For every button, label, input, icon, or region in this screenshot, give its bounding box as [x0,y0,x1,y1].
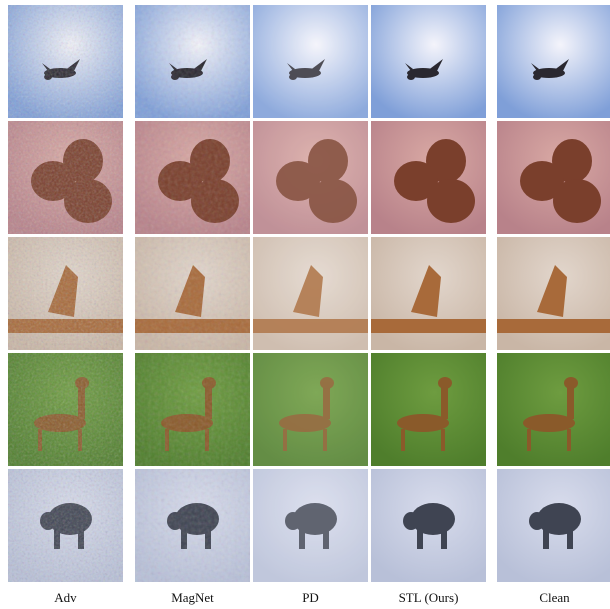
adversarial-noise-overlay [8,237,123,350]
image-deer-in-grass-clean-ish [371,353,486,466]
adversarial-noise-overlay [8,5,123,118]
adversarial-noise-overlay [135,237,250,350]
bird-on-rocks-silhouette [253,265,368,333]
image-deer-in-grass-smooth [253,353,368,466]
plane-in-sky-silhouette [531,59,569,80]
image-background [371,353,486,466]
adversarial-noise-overlay [8,121,123,234]
image-dogs-noisy-mild [135,121,250,234]
image-deer-in-grass-noisy-mild [135,353,250,466]
plane-in-sky-silhouette [405,59,443,80]
animal-in-snow-silhouette [529,503,581,549]
dogs-silhouette [394,139,475,223]
image-deer-in-grass-noisy [8,353,123,466]
image-bird-on-rocks-clean [497,237,610,350]
bird-on-rocks-silhouette [497,265,610,333]
dogs-silhouette [520,139,601,223]
deer-in-grass-silhouette [523,377,578,451]
image-plane-in-sky-smooth [253,5,368,118]
column-label: STL (Ours) [398,590,459,605]
smoothing-haze [253,469,368,582]
column-label: Clean [539,590,570,605]
column-label: Adv [54,590,77,605]
bird-on-rocks-silhouette [371,265,486,333]
image-plane-in-sky-clean [497,5,610,118]
smoothing-haze [253,121,368,234]
image-background [253,5,368,118]
image-dogs-noisy [8,121,123,234]
deer-in-grass-silhouette [397,377,452,451]
image-dogs-clean-ish [371,121,486,234]
adversarial-noise-overlay [135,121,250,234]
image-dogs-clean [497,121,610,234]
smoothing-haze [253,353,368,466]
image-background [371,5,486,118]
image-deer-in-grass-clean [497,353,610,466]
column-label: PD [302,590,319,605]
image-plane-in-sky-noisy [8,5,123,118]
column-label: MagNet [171,590,214,605]
image-animal-in-snow-noisy [8,469,123,582]
image-animal-in-snow-clean [497,469,610,582]
plane-in-sky-silhouette [287,59,325,80]
image-animal-in-snow-smooth [253,469,368,582]
image-background [253,353,368,466]
smoothing-haze [253,5,368,118]
dogs-silhouette [276,139,357,223]
adversarial-noise-overlay [135,353,250,466]
adversarial-noise-overlay [135,469,250,582]
image-plane-in-sky-noisy-mild [135,5,250,118]
image-background [497,5,610,118]
adversarial-noise-overlay [135,5,250,118]
image-bird-on-rocks-noisy [8,237,123,350]
image-bird-on-rocks-clean-ish [371,237,486,350]
image-bird-on-rocks-noisy-mild [135,237,250,350]
image-background [497,353,610,466]
image-dogs-smooth [253,121,368,234]
image-animal-in-snow-clean-ish [371,469,486,582]
image-bird-on-rocks-smooth [253,237,368,350]
image-animal-in-snow-noisy-mild [135,469,250,582]
image-plane-in-sky-clean-ish [371,5,486,118]
smoothing-haze [253,237,368,350]
animal-in-snow-silhouette [285,503,337,549]
deer-in-grass-silhouette [279,377,334,451]
adversarial-noise-overlay [8,469,123,582]
animal-in-snow-silhouette [403,503,455,549]
adversarial-noise-overlay [8,353,123,466]
